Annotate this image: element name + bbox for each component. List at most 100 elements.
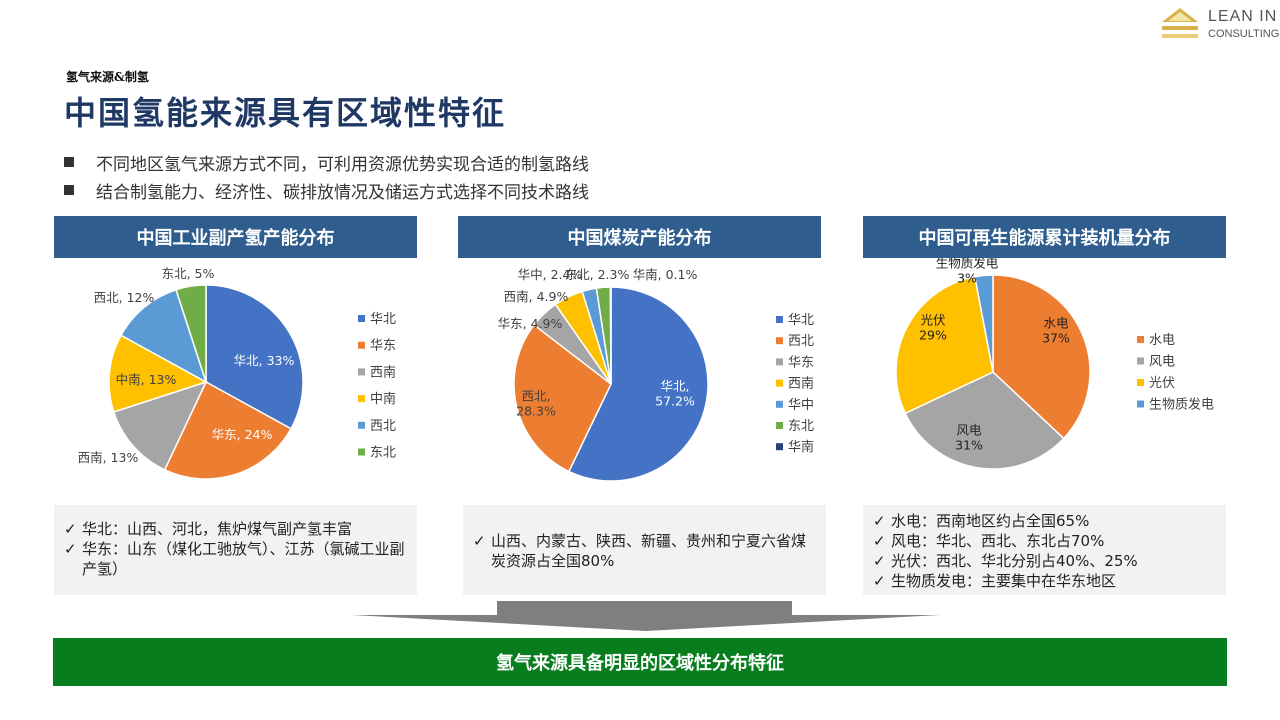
legend-swatch-华中 — [776, 400, 783, 408]
check-icon: ✓ — [873, 572, 886, 590]
data-label-西南: 西南, 4.9% — [504, 289, 569, 304]
legend-label-风电: 风电 — [1149, 355, 1175, 370]
down-arrow-icon — [352, 601, 940, 631]
chart-coal-capacity: 华北, 57.2% 西北, 28.3% 华东, 4.9% 西南, 4.9% 华中, 2.4%… — [498, 267, 814, 482]
check-icon: ✓ — [64, 540, 77, 558]
panel-header-industrial: 中国工业副产氢产能分布 — [54, 216, 417, 258]
note-industrial: ✓ 华北：山西、河北，焦炉煤气副产氢丰富 ✓ 华东：山东（煤化工驰放气）、江苏（氯碱… — [54, 505, 417, 595]
data-label-华南: 华南, 0.1% — [633, 267, 698, 282]
page-title: 中国氢能来源具有区域性特征 — [64, 94, 507, 132]
note-line: ✓ 山西、内蒙古、陕西、新疆、贵州和宁夏六省煤炭资源占全国80% — [473, 531, 816, 571]
bullet-square-icon — [64, 157, 74, 167]
legend-swatch-水电 — [1137, 336, 1144, 343]
note-text: 华北：山西、河北，焦炉煤气副产氢丰富 — [82, 520, 353, 538]
bullet-item: 结合制氢能力、经济性、碳排放情况及储运方式选择不同技术路线 — [64, 176, 589, 204]
chart-industrial-hydrogen: 华北, 33% 华东, 24% 西南, 13% 中南, 13% 西北, 12% 东北, 5… — [78, 266, 396, 480]
note-line: ✓ 华东：山东（煤化工驰放气）、江苏（氯碱工业副产氢） — [64, 539, 407, 579]
legend-label-东北: 东北 — [370, 446, 396, 461]
bullet-square-icon — [64, 185, 74, 195]
logo-text-line2: CONSULTING — [1208, 28, 1280, 40]
legend-swatch-华北 — [358, 315, 365, 322]
pie-slice-水电 — [992, 274, 1091, 440]
check-icon: ✓ — [873, 512, 886, 530]
legend-label-生物质发电: 生物质发电 — [1149, 397, 1214, 413]
legend-label-华东: 华东 — [370, 339, 396, 354]
data-label-华中: 华中, 2.4% — [518, 267, 583, 282]
legend-swatch-风电 — [1137, 357, 1144, 365]
pie-slice-中南 — [108, 334, 208, 413]
data-label-东北: 东北, 5% — [162, 266, 215, 281]
legend-swatch-西北 — [776, 337, 783, 345]
conclusion-banner: 氢气来源具备明显的区域性分布特征 — [53, 638, 1227, 686]
pie-slice-光伏 — [895, 275, 994, 415]
pie-slice-西南 — [112, 380, 208, 471]
legend-swatch-东北 — [776, 422, 783, 429]
legend-label-西北: 西北 — [788, 334, 814, 349]
note-text: 光伏：西北、华北分别占40%、25% — [891, 552, 1138, 570]
check-icon: ✓ — [473, 532, 486, 550]
legend-swatch-华南 — [776, 443, 783, 451]
note-renewable: ✓ 水电：西南地区约占全国65% ✓ 风电：华北、西北、东北占70% ✓ 光伏：西北、… — [863, 505, 1226, 595]
pie-slice-生物质发电 — [973, 274, 994, 373]
pie-slice-东北 — [175, 284, 207, 383]
data-label-生物质发电: 生物质发电 3% — [936, 258, 999, 286]
legend-label-华东: 华东 — [788, 355, 814, 370]
data-label-华东: 华东, 24% — [212, 427, 273, 442]
legend-swatch-光伏 — [1137, 379, 1144, 386]
pie-slice-华东 — [163, 380, 293, 480]
legend-swatch-东北 — [358, 448, 365, 456]
legend-swatch-中南 — [358, 395, 365, 403]
note-line: ✓ 光伏：西北、华北分别占40%、25% — [873, 551, 1216, 571]
data-label-光伏: 光伏 29% — [919, 313, 947, 343]
legend-label-华南: 华南 — [788, 439, 814, 455]
pie-slice-华北 — [567, 286, 709, 482]
legend-label-水电: 水电 — [1149, 333, 1175, 348]
check-icon: ✓ — [873, 532, 886, 550]
data-label-西南: 西南, 13% — [78, 450, 139, 465]
bullet-list: 不同地区氢气来源方式不同，可利用资源优势实现合适的制氢路线 结合制氢能力、经济性… — [64, 148, 589, 204]
data-label-东北: 东北, 2.3% — [565, 267, 630, 282]
pie-slice-华北 — [205, 284, 304, 430]
note-text: 山西、内蒙古、陕西、新疆、贵州和宁夏六省煤炭资源占全国80% — [491, 532, 807, 570]
company-logo: LEAN IN CONSULTING — [1158, 6, 1279, 42]
legend-label-东北: 东北 — [788, 419, 814, 434]
legend-swatch-华东 — [358, 341, 365, 349]
data-label-西北: 西北, 28.3% — [516, 389, 556, 419]
note-line: ✓ 华北：山西、河北，焦炉煤气副产氢丰富 — [64, 519, 407, 539]
data-label-中南: 中南, 13% — [116, 372, 177, 387]
legend-label-光伏: 光伏 — [1149, 376, 1175, 391]
legend-swatch-西北 — [358, 421, 365, 429]
note-line: ✓ 水电：西南地区约占全国65% — [873, 511, 1216, 531]
legend-label-中南: 中南 — [370, 391, 396, 407]
data-label-华北: 华北, 33% — [234, 353, 295, 368]
legend-label-西北: 西北 — [370, 419, 396, 434]
pie-slice-西北 — [513, 323, 612, 473]
data-label-水电: 水电 37% — [1042, 316, 1070, 346]
legend-label-华北: 华北 — [370, 312, 396, 327]
legend-swatch-华北 — [776, 316, 783, 323]
bullet-text: 不同地区氢气来源方式不同，可利用资源优势实现合适的制氢路线 — [96, 154, 589, 175]
legend-label-西南: 西南 — [370, 364, 396, 380]
legend-label-西南: 西南 — [788, 376, 814, 392]
bullet-item: 不同地区氢气来源方式不同，可利用资源优势实现合适的制氢路线 — [64, 148, 589, 176]
pie-slice-华南 — [609, 286, 612, 385]
legend-label-华北: 华北 — [788, 313, 814, 328]
note-text: 水电：西南地区约占全国65% — [891, 512, 1090, 530]
data-label-风电: 风电 31% — [955, 423, 983, 453]
pie-slice-西北 — [119, 288, 208, 384]
bullet-text: 结合制氢能力、经济性、碳排放情况及储运方式选择不同技术路线 — [96, 182, 589, 203]
pie-slice-风电 — [904, 371, 1065, 470]
legend-swatch-西南 — [776, 379, 783, 387]
panel-header-renewable: 中国可再生能源累计装机量分布 — [863, 216, 1226, 258]
note-text: 生物质发电：主要集中在华东地区 — [891, 572, 1117, 590]
legend-swatch-西南 — [358, 368, 365, 376]
check-icon: ✓ — [64, 520, 77, 538]
note-coal: ✓ 山西、内蒙古、陕西、新疆、贵州和宁夏六省煤炭资源占全国80% — [463, 505, 826, 595]
legend-swatch-生物质发电 — [1137, 400, 1144, 408]
logo-text-line1: LEAN IN — [1208, 8, 1278, 25]
logo-mark-icon — [1162, 8, 1198, 38]
note-text: 风电：华北、西北、东北占70% — [891, 532, 1105, 550]
check-icon: ✓ — [873, 552, 886, 570]
note-line: ✓ 风电：华北、西北、东北占70% — [873, 531, 1216, 551]
panel-header-coal: 中国煤炭产能分布 — [458, 216, 821, 258]
